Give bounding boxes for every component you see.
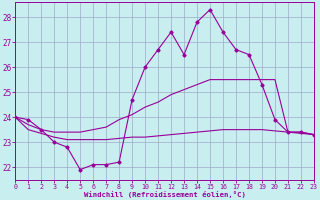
X-axis label: Windchill (Refroidissement éolien,°C): Windchill (Refroidissement éolien,°C) [84,191,245,198]
